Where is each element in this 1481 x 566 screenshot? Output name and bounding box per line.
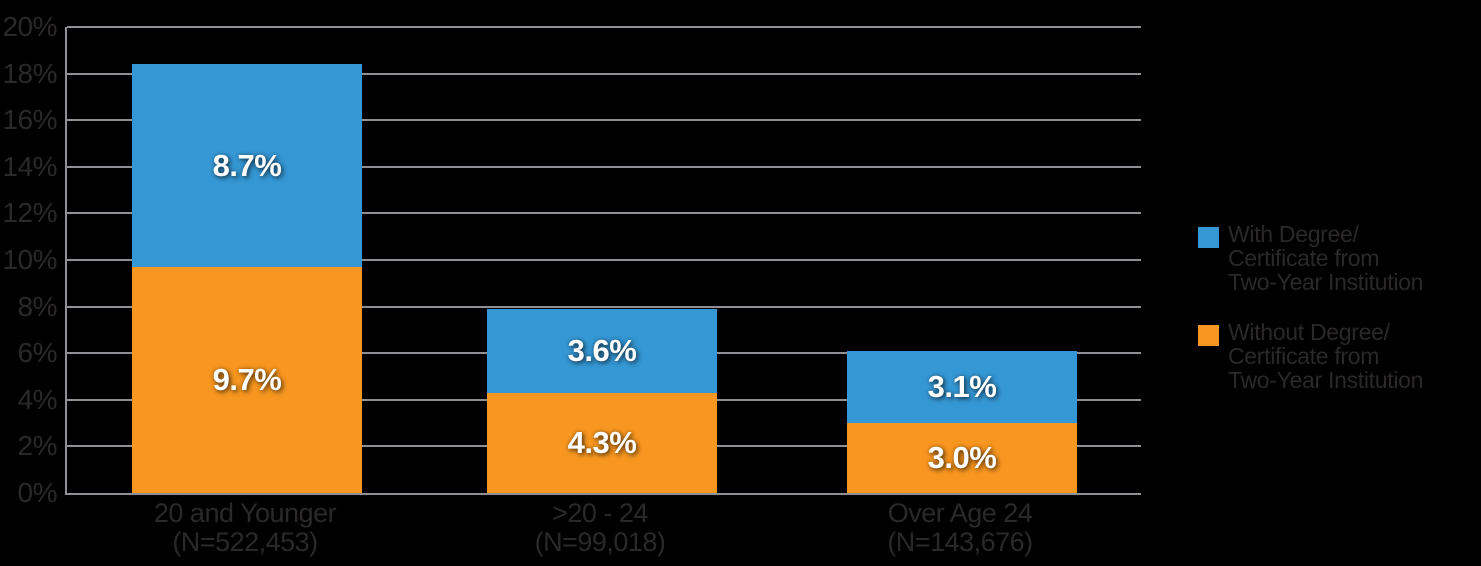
bar-segment-bottom: 3.0% <box>847 423 1077 493</box>
bar-value-label: 3.6% <box>567 332 637 368</box>
gridline <box>67 212 1141 215</box>
y-tick-label: 8% <box>17 290 58 322</box>
y-tick-label: 14% <box>2 150 57 182</box>
bar-value-label: 8.7% <box>212 147 282 183</box>
legend-swatch-with-degree <box>1198 227 1219 248</box>
y-tick-label: 4% <box>17 383 58 415</box>
gridline <box>67 259 1141 261</box>
bar-value-label: 3.0% <box>927 440 997 476</box>
bar-value-label: 9.7% <box>212 362 282 397</box>
bar-1: 9.7% 8.7% <box>132 27 362 493</box>
gridline <box>67 165 1141 168</box>
y-tick-label: 6% <box>17 337 58 369</box>
bar-value-label: 4.3% <box>567 424 637 460</box>
bar-segment-top: 8.7% <box>132 64 362 267</box>
bar-segment-bottom: 4.3% <box>487 392 717 493</box>
legend-label-with-degree: With Degree/ Certificate from Two-Year I… <box>1228 221 1424 295</box>
bar-segment-top: 3.1% <box>847 350 1077 424</box>
y-tick-label: 18% <box>2 57 57 89</box>
gridline <box>67 119 1141 122</box>
y-tick-label: 12% <box>2 197 57 229</box>
bar-2: 4.3% 3.6% <box>487 27 717 493</box>
legend-swatch-without-degree <box>1198 325 1219 346</box>
legend-label-without-degree: Without Degree/ Certificate from Two-Yea… <box>1228 319 1424 393</box>
x-tick-label: 20 and Younger (N=522,453) <box>153 498 337 557</box>
y-tick-label: 16% <box>2 104 57 136</box>
gridline <box>67 72 1141 75</box>
plot-area: 9.7% 8.7% 4.3% 3.6% 3.0% 3.1% <box>65 26 1141 495</box>
legend: With Degree/ Certificate from Two-Year I… <box>1198 222 1423 392</box>
bar-value-label: 3.1% <box>927 369 997 404</box>
bar-3: 3.0% 3.1% <box>847 27 1077 493</box>
y-tick-label: 2% <box>17 430 58 462</box>
bar-segment-top: 3.6% <box>487 308 717 393</box>
legend-item-with-degree: With Degree/ Certificate from Two-Year I… <box>1198 222 1423 294</box>
y-tick-label: 0% <box>17 477 58 508</box>
gridline <box>67 26 1141 28</box>
gridline <box>67 305 1141 308</box>
legend-item-without-degree: Without Degree/ Certificate from Two-Yea… <box>1198 320 1423 392</box>
x-tick-label: Over Age 24 (N=143,676) <box>887 498 1033 557</box>
y-tick-label: 20% <box>2 11 57 42</box>
y-tick-label: 10% <box>2 244 57 275</box>
bar-segment-bottom: 9.7% <box>132 267 362 493</box>
x-tick-label: >20 - 24 (N=99,018) <box>534 498 666 557</box>
